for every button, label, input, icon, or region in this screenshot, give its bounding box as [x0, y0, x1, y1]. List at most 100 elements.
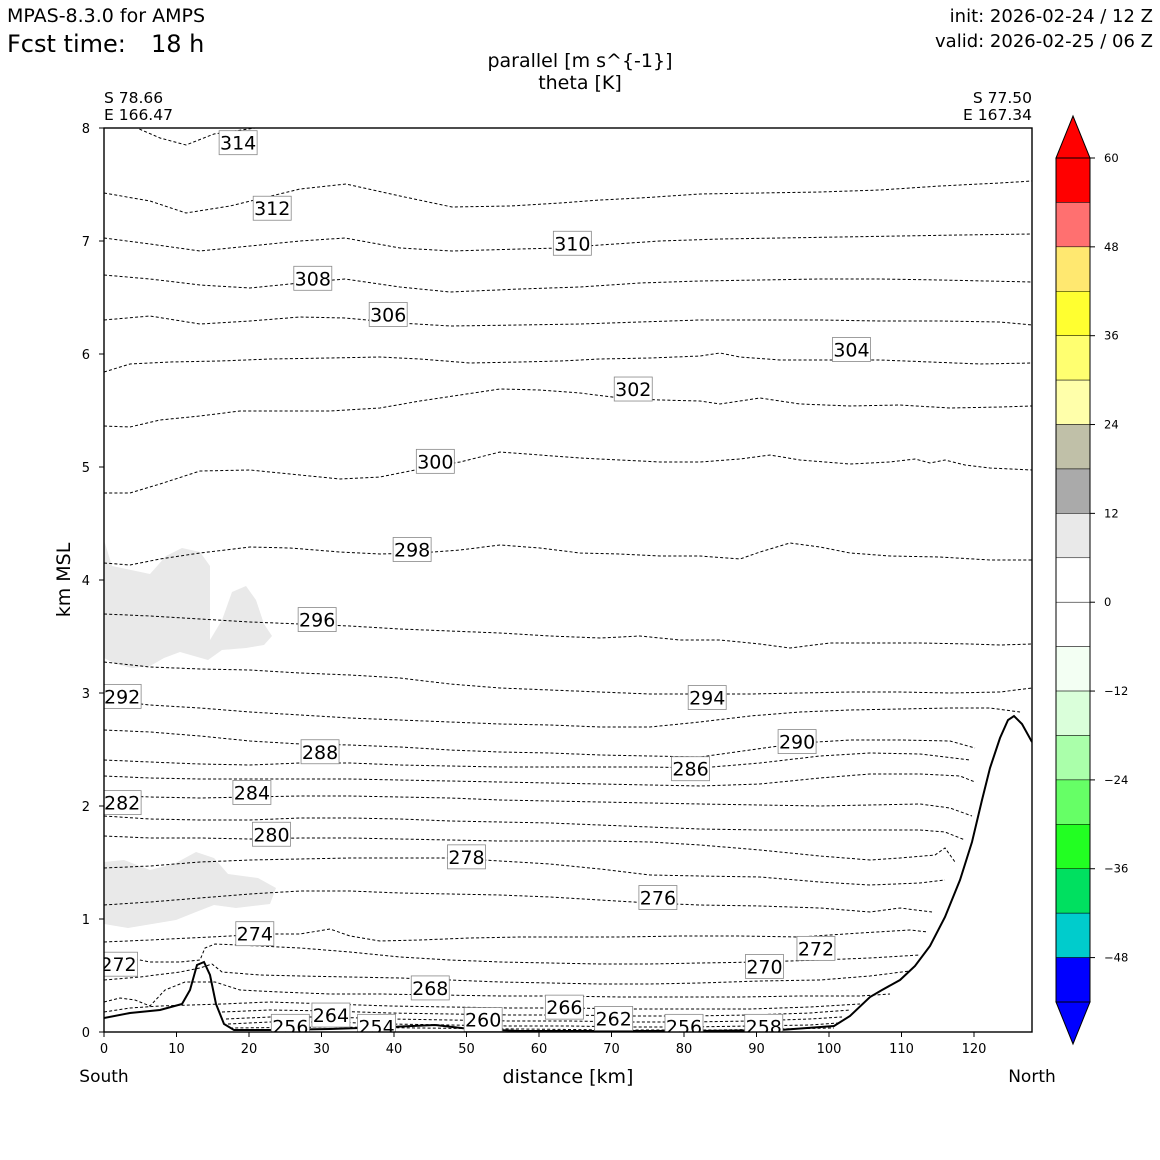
contour-label: 296 [297, 607, 337, 632]
contour-line [104, 773, 976, 787]
contour-label: 302 [613, 376, 653, 402]
contour-line [104, 233, 1032, 252]
contour-label-box [447, 844, 486, 870]
contour-label-box [594, 1006, 634, 1031]
contour-label-text: 306 [370, 304, 406, 326]
contour-label-box [671, 756, 710, 782]
contour-label: 278 [447, 844, 486, 870]
colorbar-segment [1055, 202, 1091, 248]
contour-label-box [232, 780, 272, 805]
contour-label-text: 282 [104, 793, 140, 815]
fcst-time-value: 18 h [151, 30, 204, 58]
colorbar-segment [1055, 157, 1091, 203]
x-tick-label: 70 [603, 1042, 620, 1057]
contour-label-box [463, 1007, 503, 1032]
contour-label-text: 254 [358, 1016, 394, 1038]
y-axis-label: km MSL [53, 542, 75, 617]
colorbar-segment [1055, 424, 1091, 470]
contour-label: 270 [745, 954, 784, 979]
colorbar-segment [1055, 912, 1091, 958]
contour-line [104, 1001, 861, 1013]
colorbar-bottom-extend [1055, 1001, 1091, 1046]
x-tick-label: 50 [458, 1042, 475, 1057]
colorbar-tick-label: 24 [1104, 418, 1119, 432]
contour-label: 276 [638, 885, 678, 910]
contour-label-text: 314 [220, 133, 256, 155]
x-tick-label: 10 [168, 1042, 185, 1057]
contour-label: 260 [463, 1007, 503, 1032]
contour-label: 258 [744, 1013, 784, 1038]
x-tick-label: 30 [313, 1042, 330, 1057]
left-lon: E 166.47 [104, 106, 173, 124]
x-tick-label: 60 [531, 1042, 548, 1057]
y-tick-label: 5 [82, 461, 90, 476]
contour-label: 266 [544, 994, 584, 1020]
contour-label-text: 260 [465, 1010, 501, 1032]
colorbar-segment [1055, 468, 1091, 514]
colorbar-segment [1055, 868, 1091, 914]
contour-label: 310 [552, 230, 592, 256]
contour-label-box [638, 885, 678, 910]
contour-label-text: 258 [746, 1016, 782, 1038]
y-tick-label: 0 [82, 1026, 90, 1041]
contour-label-box [552, 230, 592, 256]
wind-shading-lower [104, 852, 276, 928]
colorbar-segment [1055, 646, 1091, 692]
contour-label-text: 272 [798, 938, 834, 960]
colorbar-segment [1055, 513, 1091, 559]
colorbar-top-extend [1055, 114, 1091, 159]
contour-label-box [235, 921, 275, 947]
fcst-time-label: Fcst time: [7, 30, 126, 58]
colorbar-segment [1055, 246, 1091, 292]
contour-line [104, 388, 1032, 428]
x-tick-label: 90 [748, 1042, 765, 1057]
contour-label-text: 256 [272, 1016, 308, 1038]
contour-label: 254 [357, 1013, 397, 1038]
contour-label-box [104, 951, 138, 977]
contour-line [104, 699, 1021, 728]
contour-label-text: 266 [546, 997, 582, 1019]
contour-label-box [832, 337, 871, 362]
y-tick-label: 2 [82, 800, 90, 815]
contour-label-text: 290 [779, 732, 815, 754]
contour-label-text: 264 [313, 1005, 349, 1027]
contour-label-text: 298 [394, 539, 430, 561]
contour-line [104, 613, 1032, 649]
contour-label: 280 [252, 821, 291, 847]
contour-label-box [293, 265, 333, 291]
contour-label: 290 [777, 729, 817, 754]
colorbar-tick-label: 0 [1104, 595, 1111, 609]
contour-label-box [311, 1002, 351, 1028]
contour-line [104, 752, 971, 769]
colorbar-segment [1055, 335, 1091, 381]
contour-line [104, 890, 933, 913]
contour-label-text: 300 [417, 451, 453, 473]
contour-label: 306 [368, 302, 408, 327]
contour-label-text: 256 [666, 1016, 702, 1038]
right-lon: E 167.34 [963, 106, 1032, 124]
contour-label: 268 [410, 975, 450, 1001]
contour-label-text: 294 [689, 688, 725, 710]
contour-label-box [745, 954, 784, 979]
contour-label-text: 270 [746, 956, 782, 978]
contour-label-box [368, 302, 408, 327]
model-name: MPAS-8.3.0 for AMPS [7, 5, 205, 27]
contour-label: 308 [293, 265, 333, 291]
colorbar-segment [1055, 690, 1091, 736]
colorbar-frame [1055, 157, 1091, 1003]
colorbar-tick-label: 12 [1104, 506, 1119, 520]
x-tick-label: 40 [386, 1042, 403, 1057]
contour-label-box [104, 790, 142, 816]
contour-label: 304 [832, 337, 871, 362]
contour-line [104, 352, 1032, 373]
right-lat: S 77.50 [973, 89, 1032, 107]
y-tick-label: 8 [82, 122, 90, 137]
colorbar-tick-label: 36 [1104, 329, 1119, 343]
y-tick-label: 6 [82, 348, 90, 363]
contour-label-text: 286 [672, 759, 708, 781]
contour-label-text: 272 [100, 954, 136, 976]
theta-contours [104, 128, 1032, 1031]
colorbar: 60 48 36 24 12 0 −12 −24 −36 −48 [1055, 114, 1128, 1046]
y-tick-label: 1 [82, 913, 90, 928]
colorbar-segment [1055, 735, 1091, 781]
